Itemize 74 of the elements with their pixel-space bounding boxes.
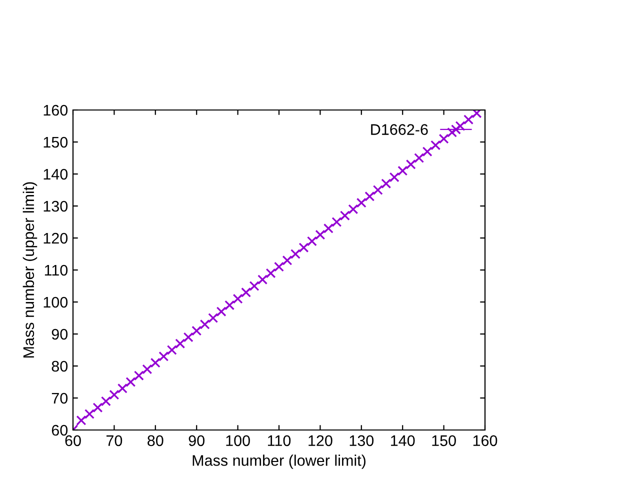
- point: [290, 249, 300, 259]
- point: [389, 172, 400, 182]
- point: [232, 294, 243, 304]
- x-tick-label: 130: [350, 435, 374, 446]
- point: [84, 409, 94, 419]
- point: [372, 185, 383, 195]
- y-tick-label: 110: [44, 264, 68, 276]
- point: [282, 255, 292, 266]
- point: [266, 268, 276, 278]
- point: [340, 210, 350, 221]
- point: [76, 415, 86, 426]
- x-tick-label: 150: [432, 435, 456, 446]
- point: [150, 358, 160, 368]
- point: [348, 204, 358, 214]
- point: [117, 383, 128, 394]
- point: [192, 326, 202, 336]
- point: [175, 338, 186, 349]
- point: [142, 364, 152, 374]
- point: [249, 281, 260, 291]
- x-tick-label: 60: [65, 435, 81, 446]
- x-tick-label: 70: [106, 435, 122, 446]
- point: [414, 153, 424, 163]
- point: [315, 230, 326, 240]
- x-tick-label: 80: [148, 435, 164, 446]
- point: [166, 345, 177, 355]
- x-tick-label: 90: [188, 435, 204, 446]
- x-axis-title: Mass number (lower limit): [192, 454, 366, 469]
- point: [200, 319, 210, 330]
- point: [422, 146, 432, 157]
- point: [438, 134, 449, 144]
- x-tick-label: 110: [268, 435, 291, 446]
- x-tick-label: 160: [473, 435, 498, 446]
- point: [364, 191, 375, 202]
- point: [472, 110, 482, 118]
- point: [134, 370, 144, 381]
- point: [258, 274, 268, 285]
- point: [464, 114, 474, 125]
- point: [430, 140, 441, 150]
- point: [109, 390, 120, 400]
- point: [323, 223, 334, 234]
- y-tick-label: 160: [44, 104, 68, 116]
- point: [100, 396, 111, 406]
- y-tick-label: 100: [44, 296, 68, 308]
- point: [208, 313, 218, 323]
- point: [381, 178, 392, 189]
- point: [183, 332, 194, 342]
- y-tick-label: 140: [44, 168, 68, 180]
- point: [447, 127, 458, 138]
- legend-label: D1662-6: [371, 124, 428, 135]
- y-tick-label: 60: [52, 424, 68, 436]
- y-tick-label: 130: [44, 200, 68, 212]
- point: [455, 121, 466, 131]
- point: [306, 236, 317, 246]
- point: [406, 159, 416, 170]
- point: [92, 402, 103, 413]
- point: [274, 262, 284, 272]
- point: [332, 217, 342, 227]
- y-tick-label: 150: [44, 136, 68, 148]
- y-tick-label: 70: [52, 392, 68, 404]
- y-tick-label: 80: [52, 360, 68, 372]
- y-tick-label: 90: [52, 328, 68, 340]
- x-tick-label: 120: [308, 435, 332, 446]
- point: [398, 166, 408, 176]
- point: [216, 306, 226, 317]
- point: [241, 287, 252, 298]
- point: [356, 198, 366, 208]
- y-axis-title: Mass number (upper limit): [22, 182, 38, 358]
- x-tick-label: 100: [226, 435, 250, 446]
- point: [298, 242, 309, 253]
- x-tick-label: 140: [391, 435, 415, 446]
- y-tick-label: 120: [44, 232, 68, 244]
- point: [158, 351, 169, 362]
- point: [126, 377, 136, 387]
- point: [224, 300, 235, 310]
